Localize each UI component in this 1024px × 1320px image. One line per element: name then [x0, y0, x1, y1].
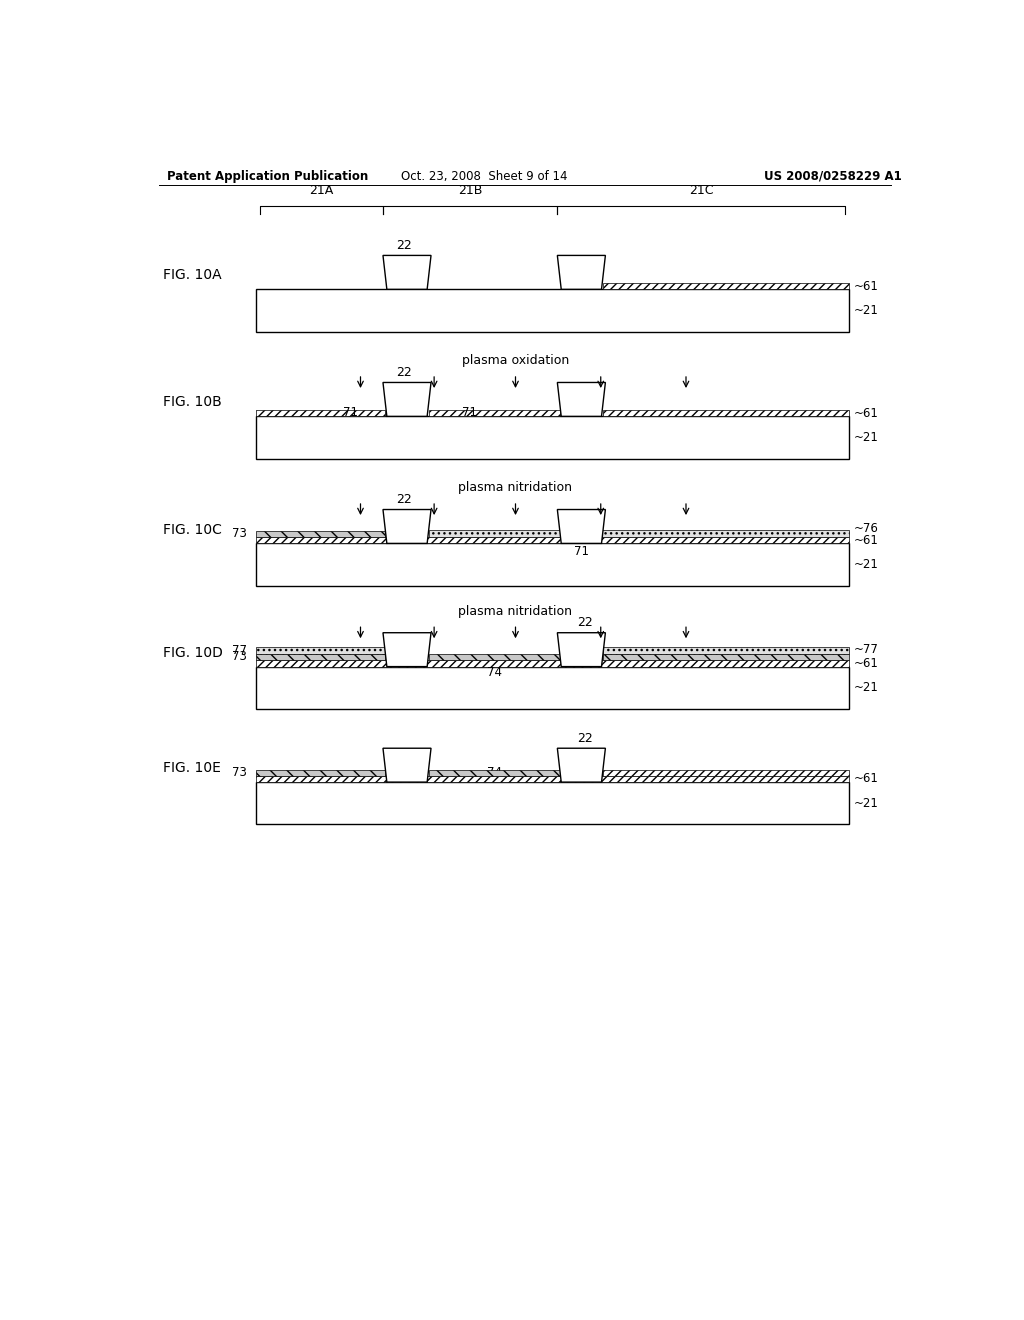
Text: FIG. 10A: FIG. 10A [163, 268, 221, 282]
Text: plasma nitridation: plasma nitridation [459, 482, 572, 495]
Text: ~21: ~21 [854, 681, 879, 694]
Bar [256, 416, 849, 459]
Bar [256, 781, 849, 825]
Polygon shape [557, 748, 605, 781]
Text: 21A: 21A [309, 183, 334, 197]
Bar [256, 770, 385, 776]
Text: ~61: ~61 [854, 657, 879, 669]
Bar [256, 537, 849, 544]
Text: FIG. 10C: FIG. 10C [163, 523, 222, 536]
Text: ~21: ~21 [854, 432, 879, 444]
Bar [256, 289, 849, 331]
Text: 22: 22 [578, 731, 593, 744]
Text: 74: 74 [486, 667, 502, 680]
Bar [429, 529, 849, 537]
Text: 73: 73 [231, 651, 247, 663]
Bar [429, 409, 560, 416]
Polygon shape [557, 383, 605, 416]
Text: 77: 77 [231, 644, 247, 657]
Polygon shape [557, 632, 605, 667]
Polygon shape [557, 510, 605, 544]
Text: ~77: ~77 [854, 643, 879, 656]
Bar [256, 655, 385, 660]
Text: FIG. 10D: FIG. 10D [163, 645, 223, 660]
Bar [256, 647, 385, 655]
Text: US 2008/0258229 A1: US 2008/0258229 A1 [764, 169, 901, 182]
Text: 22: 22 [396, 492, 412, 506]
Text: ~61: ~61 [854, 280, 879, 293]
Text: 73: 73 [231, 766, 247, 779]
Text: ~21: ~21 [854, 797, 879, 809]
Text: 74: 74 [486, 766, 502, 779]
Bar [256, 544, 849, 586]
Bar [603, 655, 849, 660]
Bar [256, 660, 849, 667]
Bar [603, 409, 849, 416]
Bar [603, 282, 849, 289]
Text: FIG. 10E: FIG. 10E [163, 762, 221, 775]
Bar [429, 655, 560, 660]
Bar [429, 770, 560, 776]
Text: plasma oxidation: plasma oxidation [462, 354, 569, 367]
Text: 21B: 21B [458, 183, 482, 197]
Text: 22: 22 [396, 239, 412, 252]
Bar [603, 770, 849, 776]
Text: ~61: ~61 [854, 772, 879, 785]
Polygon shape [557, 256, 605, 289]
Text: ~21: ~21 [854, 558, 879, 572]
Bar [256, 409, 385, 416]
Text: FIG. 10B: FIG. 10B [163, 396, 221, 409]
Polygon shape [383, 510, 431, 544]
Bar [256, 667, 849, 709]
Text: ~21: ~21 [854, 304, 879, 317]
Text: 21C: 21C [689, 183, 714, 197]
Text: 71: 71 [343, 405, 358, 418]
Text: ~61: ~61 [854, 533, 879, 546]
Text: 73: 73 [231, 527, 247, 540]
Text: plasma nitridation: plasma nitridation [459, 605, 572, 618]
Text: ~76: ~76 [854, 523, 879, 536]
Bar [603, 647, 849, 655]
Text: 71: 71 [573, 545, 589, 557]
Polygon shape [383, 383, 431, 416]
Text: 71: 71 [462, 405, 477, 418]
Text: ~61: ~61 [854, 407, 879, 420]
Bar [256, 776, 849, 781]
Text: Oct. 23, 2008  Sheet 9 of 14: Oct. 23, 2008 Sheet 9 of 14 [401, 169, 567, 182]
Bar [256, 531, 385, 537]
Text: Patent Application Publication: Patent Application Publication [167, 169, 368, 182]
Text: 22: 22 [396, 366, 412, 379]
Polygon shape [383, 632, 431, 667]
Polygon shape [383, 256, 431, 289]
Polygon shape [383, 748, 431, 781]
Text: 22: 22 [578, 616, 593, 630]
